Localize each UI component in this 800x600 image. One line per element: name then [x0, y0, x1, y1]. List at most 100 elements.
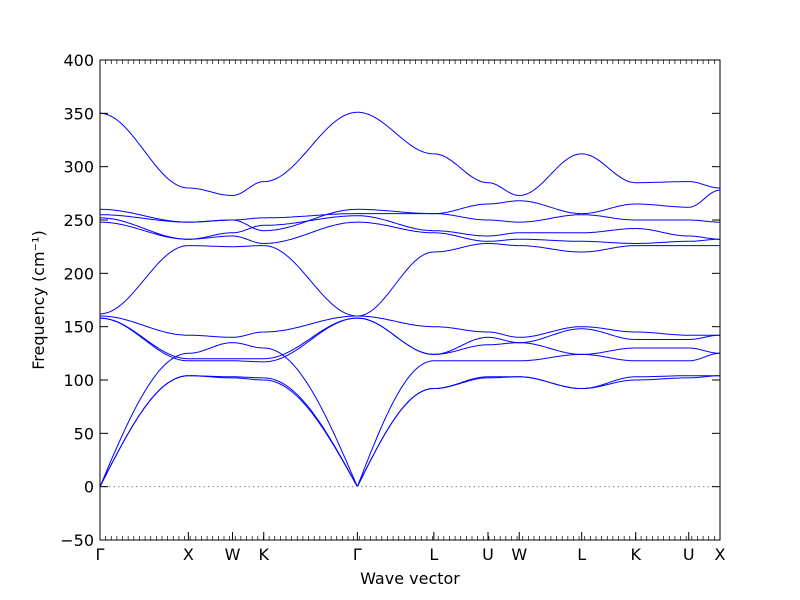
band-line — [263, 315, 358, 333]
band-line — [581, 328, 636, 340]
band-line — [688, 189, 721, 208]
band-line — [581, 203, 636, 215]
band-line — [188, 334, 233, 338]
band-line — [263, 221, 358, 244]
band-line — [433, 376, 488, 389]
band-line — [232, 376, 264, 379]
band-line — [519, 245, 582, 253]
x-tick-label: Γ — [96, 545, 105, 564]
band-line — [635, 377, 689, 381]
band-line — [433, 230, 488, 237]
band-line — [688, 181, 720, 189]
band-line — [433, 243, 488, 253]
band-line — [635, 228, 689, 237]
band-line — [99, 208, 189, 223]
band-line — [263, 213, 358, 219]
band-line — [581, 353, 636, 362]
band-line — [232, 217, 264, 221]
plot-border — [99, 59, 721, 541]
band-line — [232, 360, 264, 363]
band-line — [99, 245, 189, 315]
x-axis-title: Wave vector — [360, 569, 460, 588]
band-line — [519, 200, 582, 215]
band-line — [433, 344, 488, 355]
x-tick-label: U — [482, 545, 494, 564]
band-line — [356, 360, 434, 487]
x-tick-label: K — [258, 545, 269, 564]
y-axis-title: Frequency (cm⁻¹) — [29, 230, 48, 369]
band-line — [488, 232, 520, 237]
x-tick-label: L — [429, 545, 438, 564]
band-line — [357, 215, 434, 232]
band-line — [488, 243, 520, 247]
band-line — [581, 347, 636, 355]
band-line — [688, 219, 720, 223]
band-line — [581, 228, 636, 234]
band-line — [263, 379, 358, 487]
band-line — [433, 203, 488, 215]
band-line — [581, 214, 636, 221]
y-tick-label: 100 — [63, 371, 94, 390]
x-tick-label: L — [577, 545, 586, 564]
band-line — [688, 235, 720, 240]
y-tick-label: 200 — [63, 264, 94, 283]
band-lines — [99, 111, 721, 487]
y-tick-label: 50 — [74, 424, 94, 443]
band-line — [433, 336, 489, 355]
band-line — [356, 388, 434, 487]
y-tick-label: 0 — [84, 478, 94, 497]
band-line — [433, 213, 488, 221]
band-line — [488, 336, 520, 344]
band-line — [188, 342, 233, 354]
band-line — [519, 376, 582, 389]
y-tick-label: 350 — [63, 104, 94, 123]
band-line — [488, 182, 520, 196]
band-line — [232, 219, 264, 232]
band-line — [100, 315, 189, 336]
band-line — [188, 232, 233, 240]
band-line — [357, 111, 434, 155]
band-line — [688, 347, 720, 354]
band-line — [232, 342, 264, 349]
band-line — [232, 377, 264, 381]
x-tick-label: W — [225, 545, 241, 564]
band-line — [635, 240, 689, 244]
x-tick-label: X — [183, 545, 194, 564]
band-line — [688, 352, 720, 362]
band-line — [581, 240, 636, 244]
y-tick-label: −50 — [60, 531, 94, 550]
band-line — [581, 376, 636, 389]
band-line — [99, 317, 189, 362]
band-line — [433, 153, 489, 184]
band-line — [581, 326, 636, 333]
x-tick-label: W — [511, 545, 527, 564]
band-line — [581, 379, 636, 389]
band-line — [519, 328, 582, 344]
band-line — [188, 219, 233, 223]
band-line — [263, 347, 358, 487]
band-line — [232, 224, 264, 234]
band-line — [232, 331, 264, 338]
band-line — [688, 238, 720, 242]
band-line — [635, 375, 689, 378]
band-line — [99, 221, 189, 240]
band-line — [99, 375, 189, 487]
band-line — [357, 221, 434, 234]
band-line — [357, 251, 434, 317]
band-line — [232, 235, 264, 244]
y-tick-label: 150 — [63, 318, 94, 337]
band-line — [357, 208, 434, 215]
band-line — [688, 334, 720, 340]
band-line — [100, 217, 189, 240]
band-line — [99, 112, 189, 189]
band-line — [635, 331, 689, 336]
band-line — [488, 200, 520, 205]
y-tick-label: 300 — [63, 158, 94, 177]
band-line — [263, 245, 358, 317]
x-tick-label: X — [715, 545, 726, 564]
band-line — [263, 208, 358, 232]
band-line — [263, 377, 358, 487]
